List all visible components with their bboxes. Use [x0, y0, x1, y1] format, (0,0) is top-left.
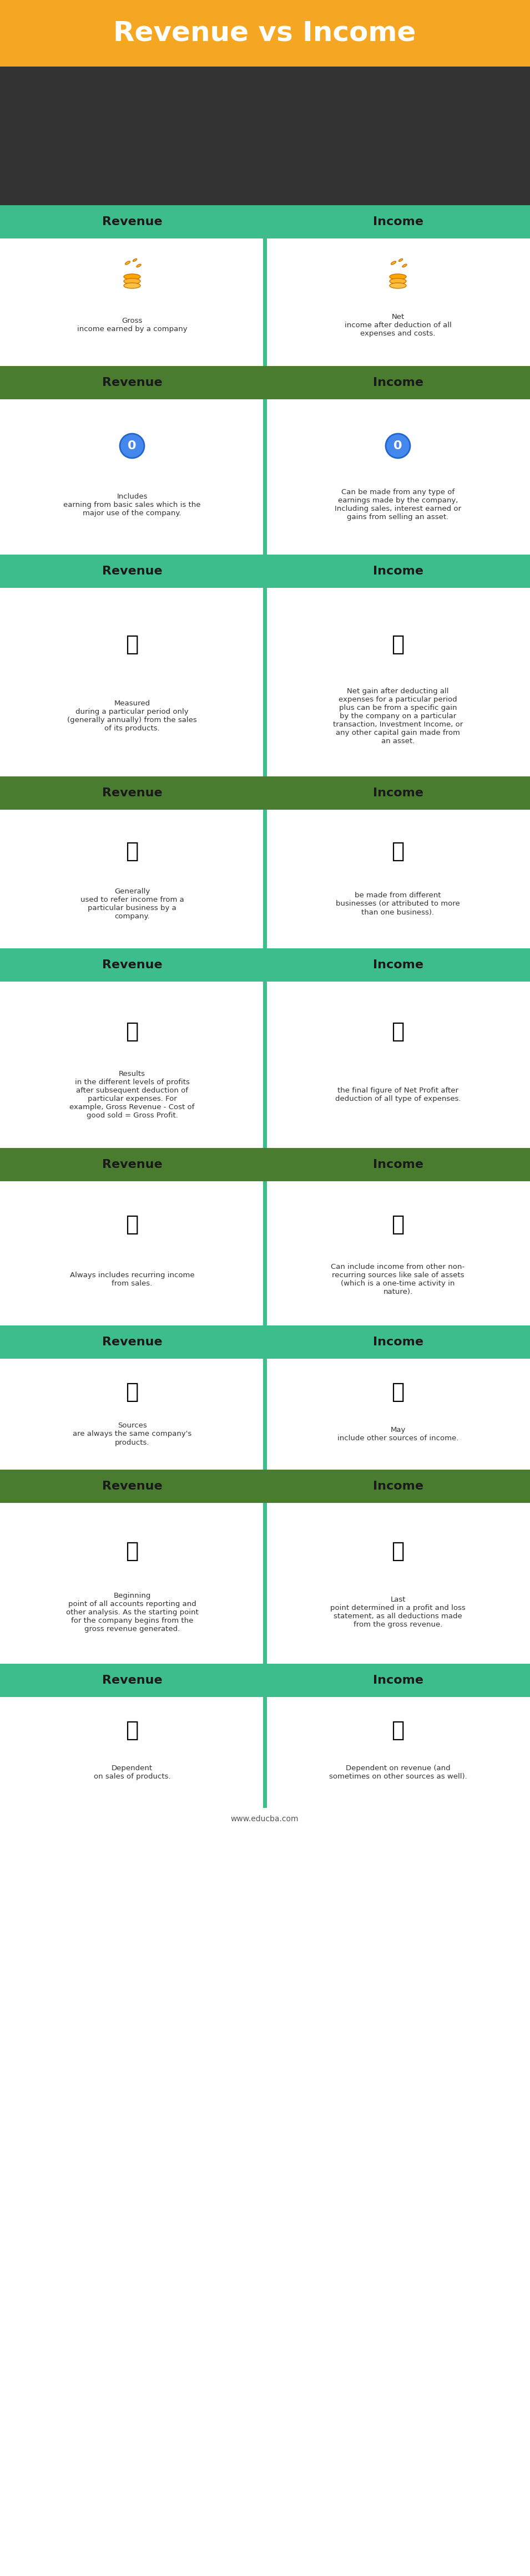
Text: Last
point determined in a profit and loss
statement, as all deductions made
fro: Last point determined in a profit and lo…	[330, 1597, 465, 1628]
Text: Sources
are always the same company's
products.: Sources are always the same company's pr…	[73, 1422, 191, 1445]
Text: Revenue: Revenue	[102, 567, 162, 577]
Bar	[263, 1358, 267, 1471]
Ellipse shape	[399, 258, 403, 260]
Bar	[0, 809, 530, 948]
Bar	[0, 1698, 530, 1808]
Text: Income: Income	[373, 1159, 423, 1170]
Text: 💰: 💰	[126, 1020, 138, 1043]
Bar	[0, 1182, 530, 1327]
Text: Can be made from any type of
earnings made by the company,
Including sales, inte: Can be made from any type of earnings ma…	[334, 489, 461, 520]
Text: 0: 0	[128, 440, 136, 451]
Text: Income: Income	[373, 216, 423, 227]
Text: www.educba.com: www.educba.com	[231, 1816, 299, 1824]
Text: Generally
used to refer income from a
particular business by a
company.: Generally used to refer income from a pa…	[80, 889, 184, 920]
Text: 🖩: 🖩	[126, 840, 138, 863]
Text: Revenue: Revenue	[102, 1159, 162, 1170]
Bar	[0, 1471, 530, 1502]
Bar	[263, 809, 267, 948]
Text: Income: Income	[373, 958, 423, 971]
Bar	[263, 1502, 267, 1664]
Bar	[0, 1149, 530, 1182]
Text: 📊: 📊	[392, 1213, 404, 1234]
Ellipse shape	[124, 283, 140, 289]
Text: 🤝: 🤝	[392, 634, 404, 654]
Bar	[0, 240, 530, 366]
Bar	[0, 1327, 530, 1358]
Text: Beginning
point of all accounts reporting and
other analysis. As the starting po: Beginning point of all accounts reportin…	[66, 1592, 198, 1633]
Text: 🎁: 🎁	[392, 1721, 404, 1741]
Text: Net gain after deducting all
expenses for a particular period
plus can be from a: Net gain after deducting all expenses fo…	[333, 688, 463, 744]
Bar	[0, 399, 530, 554]
Bar	[0, 67, 530, 206]
Ellipse shape	[124, 273, 140, 281]
Bar	[0, 1808, 530, 1829]
Text: Always includes recurring income
from sales.: Always includes recurring income from sa…	[70, 1273, 195, 1288]
Text: May
include other sources of income.: May include other sources of income.	[337, 1427, 458, 1443]
Text: Income: Income	[373, 1337, 423, 1347]
Bar	[0, 981, 530, 1149]
Text: Income: Income	[373, 788, 423, 799]
Text: 🖩: 🖩	[392, 840, 404, 863]
Text: Revenue vs Income: Revenue vs Income	[113, 21, 416, 46]
Text: the final figure of Net Profit after
deduction of all type of expenses.: the final figure of Net Profit after ded…	[335, 1087, 461, 1103]
Ellipse shape	[391, 260, 396, 265]
Bar	[263, 240, 267, 366]
Text: Can include income from other non-
recurring sources like sale of assets
(which : Can include income from other non- recur…	[331, 1262, 465, 1296]
Text: 👜: 👜	[392, 1540, 404, 1561]
Ellipse shape	[124, 278, 140, 283]
Bar	[263, 587, 267, 775]
Bar	[0, 1502, 530, 1664]
Ellipse shape	[402, 265, 407, 268]
Bar	[0, 948, 530, 981]
Text: Revenue: Revenue	[102, 1674, 162, 1685]
Circle shape	[386, 433, 410, 459]
Ellipse shape	[390, 278, 406, 283]
Bar	[0, 1358, 530, 1471]
Text: 📊: 📊	[126, 1213, 138, 1234]
Text: Net
income after deduction of all
expenses and costs.: Net income after deduction of all expens…	[344, 314, 452, 337]
Bar	[0, 366, 530, 399]
Text: Gross
income earned by a company: Gross income earned by a company	[77, 317, 187, 332]
Text: 💵: 💵	[392, 1381, 404, 1401]
Text: Revenue: Revenue	[102, 958, 162, 971]
Bar	[0, 67, 530, 206]
Ellipse shape	[125, 260, 130, 265]
Text: Income: Income	[373, 1481, 423, 1492]
Bar	[0, 775, 530, 809]
Bar	[263, 981, 267, 1149]
Text: Revenue: Revenue	[102, 1337, 162, 1347]
Text: Income: Income	[373, 376, 423, 389]
Bar	[0, 1664, 530, 1698]
Text: Measured
during a particular period only
(generally annually) from the sales
of : Measured during a particular period only…	[67, 701, 197, 732]
Ellipse shape	[390, 283, 406, 289]
Bar	[0, 587, 530, 775]
Text: Dependent
on sales of products.: Dependent on sales of products.	[94, 1765, 171, 1780]
Ellipse shape	[390, 273, 406, 281]
Text: Income: Income	[373, 1674, 423, 1685]
Text: Results
in the different levels of profits
after subsequent deduction of
particu: Results in the different levels of profi…	[69, 1072, 195, 1118]
Bar	[263, 399, 267, 554]
Text: 💰: 💰	[392, 1020, 404, 1043]
Text: Revenue: Revenue	[102, 376, 162, 389]
Text: 0: 0	[394, 440, 402, 451]
Text: Revenue: Revenue	[102, 788, 162, 799]
Text: Revenue: Revenue	[102, 1481, 162, 1492]
Text: Revenue: Revenue	[102, 216, 162, 227]
Text: Income: Income	[373, 567, 423, 577]
Circle shape	[120, 433, 144, 459]
Text: 🎁: 🎁	[126, 1721, 138, 1741]
Text: 💵: 💵	[126, 1381, 138, 1401]
Text: Dependent on revenue (and
sometimes on other sources as well).: Dependent on revenue (and sometimes on o…	[329, 1765, 467, 1780]
Ellipse shape	[137, 265, 141, 268]
Bar	[0, 554, 530, 587]
Bar	[0, 206, 530, 240]
Bar	[263, 1698, 267, 1808]
Text: Includes
earning from basic sales which is the
major use of the company.: Includes earning from basic sales which …	[64, 492, 201, 518]
Text: 🤝: 🤝	[126, 634, 138, 654]
Bar	[263, 1182, 267, 1327]
Text: 👜: 👜	[126, 1540, 138, 1561]
Text: be made from different
businesses (or attributed to more
than one business).: be made from different businesses (or at…	[336, 891, 460, 917]
Ellipse shape	[133, 258, 137, 260]
Bar	[0, 0, 530, 67]
